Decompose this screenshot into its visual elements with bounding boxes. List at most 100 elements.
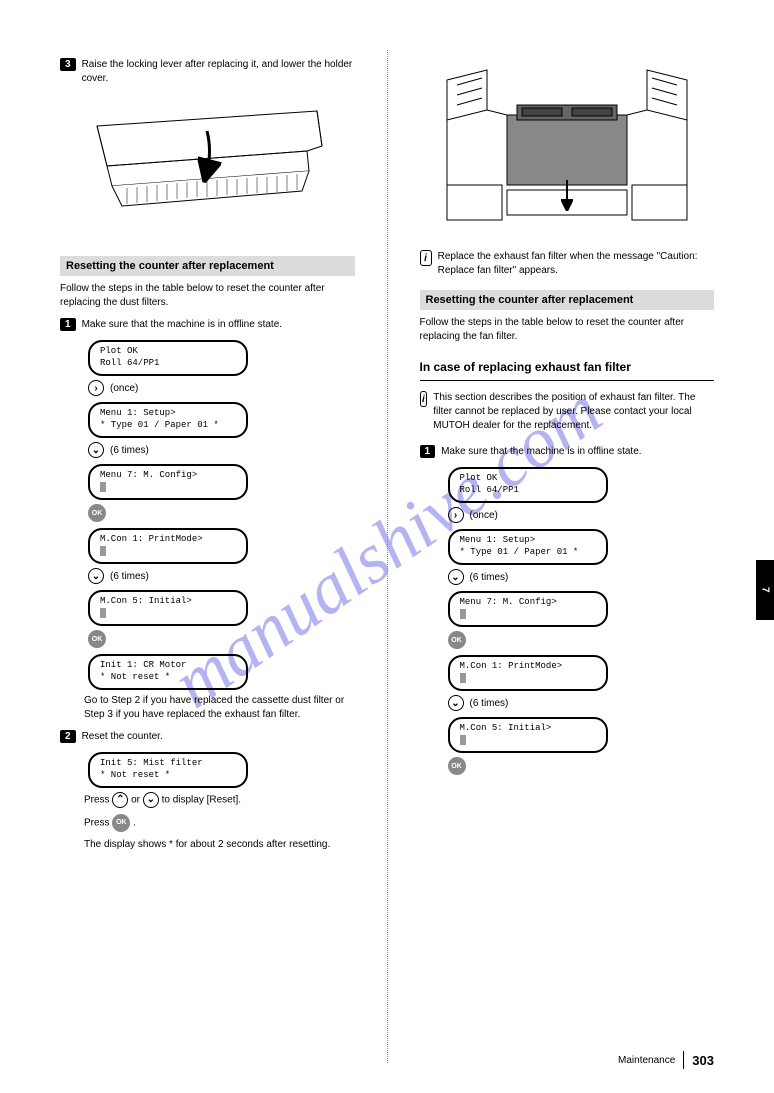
nav-instruction: OK xyxy=(88,504,355,522)
step-number: 1 xyxy=(60,318,76,331)
nav-instruction: OK xyxy=(448,757,715,775)
step-number: 2 xyxy=(60,730,76,743)
info-icon: i xyxy=(420,391,428,407)
lcd-line2 xyxy=(460,735,596,747)
step-number: 1 xyxy=(420,445,436,458)
ok-button-icon: OK xyxy=(448,631,466,649)
lcd-line2 xyxy=(460,609,596,621)
lcd-line2: * Type 01 / Paper 01 * xyxy=(100,420,236,432)
footer-separator xyxy=(683,1051,684,1069)
divider xyxy=(420,380,715,381)
lcd-line2: Roll 64/PP1 xyxy=(460,485,596,497)
lcd-line2 xyxy=(100,546,236,558)
left-column: 3 Raise the locking lever after replacin… xyxy=(60,50,355,1063)
lcd-display: Init 1: CR Motor * Not reset * xyxy=(88,654,248,690)
subsection-title: In case of replacing exhaust fan filter xyxy=(420,360,715,374)
page-footer: Maintenance 303 xyxy=(618,1051,714,1069)
lcd-display: Menu 7: M. Config> xyxy=(88,464,248,500)
down-arrow-icon: ⌄ xyxy=(88,442,104,458)
nav-instruction: › (once) xyxy=(448,507,715,523)
left-section-header: Resetting the counter after replacement xyxy=(60,256,355,276)
nav-count: (once) xyxy=(470,510,498,521)
substep-text: Go to Step 2 if you have replaced the ca… xyxy=(84,694,355,722)
lcd-line2 xyxy=(460,673,596,685)
lcd-display: M.Con 1: PrintMode> xyxy=(88,528,248,564)
column-divider xyxy=(387,50,388,1063)
right-section-header: Resetting the counter after replacement xyxy=(420,290,715,310)
right-column: i Replace the exhaust fan filter when th… xyxy=(420,50,715,1063)
lcd-display: Plot OK Roll 64/PP1 xyxy=(448,467,608,503)
lcd-line1: Menu 7: M. Config> xyxy=(100,470,236,482)
lcd-line1: Init 1: CR Motor xyxy=(100,660,236,672)
lcd-line2 xyxy=(100,482,236,494)
lcd-line1: Menu 7: M. Config> xyxy=(460,597,596,609)
lcd-line2: * Type 01 / Paper 01 * xyxy=(460,547,596,559)
nav-instruction: OK xyxy=(88,630,355,648)
nav-instruction: › (once) xyxy=(88,380,355,396)
fan-filter-illustration xyxy=(437,60,697,230)
lcd-display: Menu 1: Setup> * Type 01 / Paper 01 * xyxy=(88,402,248,438)
down-arrow-icon: ⌄ xyxy=(448,695,464,711)
nav-count: (6 times) xyxy=(110,571,149,582)
info-note: i This section describes the position of… xyxy=(420,391,715,433)
lcd-display: M.Con 5: Initial> xyxy=(448,717,608,753)
left-step1: 1 Make sure that the machine is in offli… xyxy=(60,318,355,332)
lcd-line2: * Not reset * xyxy=(100,770,236,782)
lcd-display: Plot OK Roll 64/PP1 xyxy=(88,340,248,376)
info-text: This section describes the position of e… xyxy=(433,391,714,433)
step-text: Make sure that the machine is in offline… xyxy=(441,445,714,459)
lcd-line1: M.Con 1: PrintMode> xyxy=(100,534,236,546)
nav-count: (6 times) xyxy=(110,445,149,456)
info-icon: i xyxy=(420,250,432,266)
lcd-line1: M.Con 1: PrintMode> xyxy=(460,661,596,673)
step-subtext: Press ⌃ or ⌄ to display [Reset]. xyxy=(84,792,355,808)
footer-label: Maintenance xyxy=(618,1055,675,1066)
left-step2: 2 Reset the counter. xyxy=(60,730,355,744)
ok-button-icon: OK xyxy=(88,504,106,522)
lcd-display: M.Con 5: Initial> xyxy=(88,590,248,626)
right-arrow-icon: › xyxy=(448,507,464,523)
lcd-line1: Plot OK xyxy=(100,346,236,358)
right-arrow-icon: › xyxy=(88,380,104,396)
lcd-display: Menu 7: M. Config> xyxy=(448,591,608,627)
step-text: Make sure that the machine is in offline… xyxy=(82,318,355,332)
right-intro: Follow the steps in the table below to r… xyxy=(420,316,715,344)
chapter-tab: 7 xyxy=(756,560,774,620)
ok-button-icon: OK xyxy=(88,630,106,648)
nav-count: (6 times) xyxy=(470,698,509,709)
down-arrow-icon: ⌄ xyxy=(448,569,464,585)
step-text: Raise the locking lever after replacing … xyxy=(82,58,355,86)
down-arrow-icon: ⌄ xyxy=(88,568,104,584)
lcd-line1: M.Con 5: Initial> xyxy=(100,596,236,608)
left-intro: Follow the steps in the table below to r… xyxy=(60,282,355,310)
page-number: 303 xyxy=(692,1053,714,1068)
ok-button-icon: OK xyxy=(112,814,130,832)
lcd-line1: Menu 1: Setup> xyxy=(100,408,236,420)
step-number: 3 xyxy=(60,58,76,71)
lcd-line2: Roll 64/PP1 xyxy=(100,358,236,370)
lcd-line1: Menu 1: Setup> xyxy=(460,535,596,547)
dust-filter-illustration xyxy=(77,96,337,236)
left-step3: 3 Raise the locking lever after replacin… xyxy=(60,58,355,86)
lcd-line2: * Not reset * xyxy=(100,672,236,684)
lcd-line1: M.Con 5: Initial> xyxy=(460,723,596,735)
ok-button-icon: OK xyxy=(448,757,466,775)
nav-count: (once) xyxy=(110,383,138,394)
step-subtext: Press OK . xyxy=(84,814,355,832)
step-subtext: The display shows * for about 2 seconds … xyxy=(84,838,355,852)
info-text: Replace the exhaust fan filter when the … xyxy=(438,250,714,278)
lcd-display: M.Con 1: PrintMode> xyxy=(448,655,608,691)
page-content: 3 Raise the locking lever after replacin… xyxy=(0,0,774,1093)
nav-instruction: OK xyxy=(448,631,715,649)
nav-instruction: ⌄ (6 times) xyxy=(448,695,715,711)
lcd-line2 xyxy=(100,608,236,620)
step-text: Reset the counter. xyxy=(82,730,355,744)
nav-instruction: ⌄ (6 times) xyxy=(448,569,715,585)
right-step1: 1 Make sure that the machine is in offli… xyxy=(420,445,715,459)
lcd-display: Init 5: Mist filter * Not reset * xyxy=(88,752,248,788)
lcd-line1: Init 5: Mist filter xyxy=(100,758,236,770)
info-note: i Replace the exhaust fan filter when th… xyxy=(420,250,715,278)
down-arrow-icon: ⌄ xyxy=(143,792,159,808)
nav-instruction: ⌄ (6 times) xyxy=(88,442,355,458)
nav-count: (6 times) xyxy=(470,572,509,583)
